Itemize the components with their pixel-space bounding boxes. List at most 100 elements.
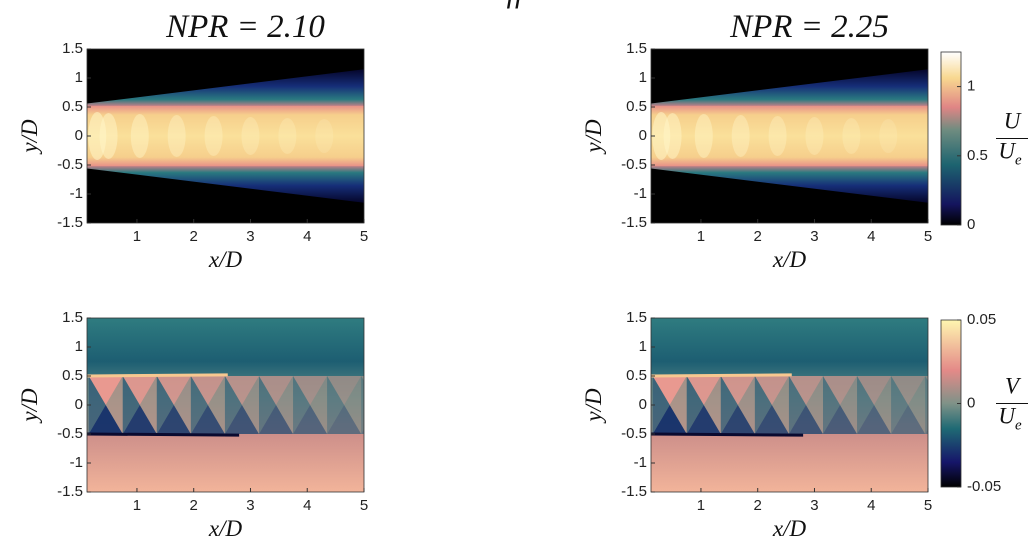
shock-cell (293, 376, 328, 405)
jet-core (87, 105, 364, 167)
x-tick-label: 5 (360, 228, 368, 245)
y-tick-label: -1 (70, 185, 83, 202)
x-tick-label: 3 (246, 228, 254, 245)
shock-cell (879, 119, 898, 153)
shock-cell (190, 405, 225, 434)
shock-cell (754, 376, 772, 434)
colorbar-label-denominator: U (998, 139, 1016, 164)
y-tick-label: 1 (75, 69, 83, 86)
shock-cell (737, 376, 755, 434)
y-tick-label: -1 (634, 454, 647, 471)
y-axis-label: y/D (581, 388, 606, 424)
shock-cell (105, 376, 123, 434)
shock-cell (88, 376, 106, 434)
shock-cell (327, 405, 362, 434)
y-tick-label: -1 (70, 454, 83, 471)
x-tick-label: 3 (810, 497, 818, 514)
x-tick-label: 1 (697, 497, 705, 514)
shock-cell (293, 405, 328, 434)
x-tick-label: 2 (754, 497, 762, 514)
y-tick-label: -0.5 (621, 156, 647, 173)
shock-cell (99, 113, 118, 159)
colorbar-tick-label: 0.05 (967, 311, 996, 328)
shock-cell (315, 119, 334, 153)
x-tick-label: 1 (133, 497, 141, 514)
shock-cell (686, 376, 721, 405)
shock-cell (925, 376, 928, 381)
shock-cell (224, 376, 259, 405)
x-tick-label: 4 (303, 497, 311, 514)
y-tick-label: 1 (639, 338, 647, 355)
x-tick-label: 2 (754, 228, 762, 245)
shock-cell (139, 376, 157, 434)
heatmap (87, 318, 395, 492)
lip-line (651, 373, 792, 378)
x-tick-label: 5 (360, 497, 368, 514)
x-axis-label: x/D (772, 247, 807, 272)
shock-cell (361, 376, 364, 434)
shock-cell (908, 376, 926, 434)
shock-cell (190, 376, 208, 434)
cut-title: ff (507, 0, 527, 9)
colorbar-tick-label: -0.05 (967, 478, 1001, 495)
y-tick-label: 0 (75, 396, 83, 413)
shock-cell (686, 376, 704, 434)
shock-cell (754, 376, 789, 405)
shock-cell (703, 376, 721, 434)
y-tick-label: 0.5 (626, 367, 647, 384)
colorbar-label-subscript: e (1015, 418, 1022, 434)
shock-cell (378, 376, 395, 434)
shock-cell (224, 405, 259, 434)
shock-cell (258, 376, 294, 405)
shock-cell (891, 376, 909, 434)
y-tick-label: 0 (639, 127, 647, 144)
x-tick-label: 1 (697, 228, 705, 245)
shock-cell (276, 376, 294, 434)
colorbar-label-numerator: U (1004, 109, 1022, 134)
shock-cell (925, 376, 928, 434)
shock-cell (156, 405, 191, 434)
x-axis-label: x/D (208, 247, 243, 272)
shock-cell (686, 405, 721, 434)
x-tick-label: 4 (867, 497, 875, 514)
colorbar-label-subscript: e (1015, 153, 1022, 169)
shock-cell (731, 115, 750, 157)
y-tick-label: -1 (634, 185, 647, 202)
y-tick-label: -0.5 (621, 425, 647, 442)
y-tick-label: 1.5 (626, 309, 647, 326)
x-tick-label: 5 (924, 497, 932, 514)
panel-title: NPR = 2.10 (165, 9, 325, 45)
shock-cell (669, 376, 687, 434)
colorbar-tick-label: 1 (967, 78, 975, 95)
shear-layer (87, 165, 364, 203)
y-tick-label: -1.5 (621, 483, 647, 500)
y-tick-label: 1.5 (62, 40, 83, 57)
colorbar-tick-label: 0.5 (967, 147, 988, 164)
shock-cell (805, 117, 824, 155)
shock-cell (173, 376, 191, 434)
shear-layer (651, 165, 928, 203)
shock-cell (652, 405, 687, 434)
shear-layer (651, 69, 928, 107)
shock-cell (720, 376, 755, 405)
shock-cell (327, 376, 345, 434)
y-tick-label: 0.5 (626, 98, 647, 115)
lip-line (651, 432, 804, 437)
lip-line (87, 373, 228, 378)
jet-core (651, 105, 928, 167)
shock-cell (652, 376, 687, 405)
y-tick-label: -0.5 (57, 425, 83, 442)
shock-cell (258, 405, 294, 434)
shock-cell (207, 376, 225, 434)
shock-cell (190, 376, 225, 405)
y-tick-label: 0.5 (62, 98, 83, 115)
shear-layer (87, 69, 364, 107)
colorbar-label-denominator: U (998, 404, 1016, 429)
shock-cell (857, 405, 892, 434)
panel-title: NPR = 2.25 (729, 9, 889, 45)
shock-cell (241, 376, 259, 434)
y-tick-label: -1.5 (57, 483, 83, 500)
shock-cell (122, 405, 157, 434)
shock-cell (754, 405, 789, 434)
